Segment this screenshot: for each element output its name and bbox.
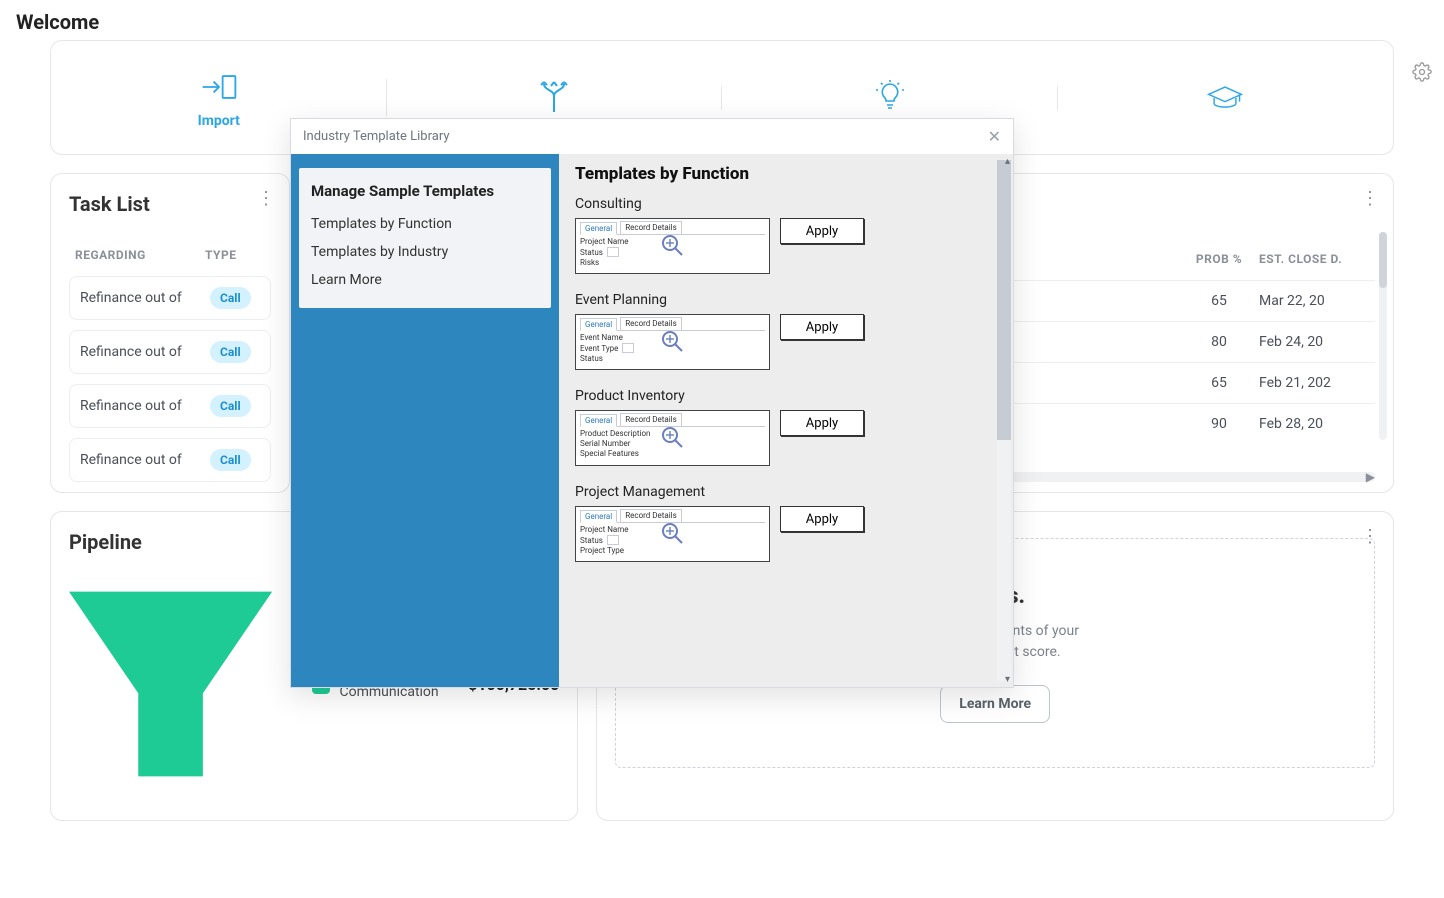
lightbulb-icon (870, 78, 910, 118)
quick-action-label: Import (198, 113, 240, 129)
template-preview[interactable]: GeneralRecord Details Project Name Statu… (575, 218, 770, 274)
vertical-scrollbar-thumb[interactable] (1379, 232, 1387, 288)
scroll-right-icon[interactable]: ▶ (1366, 470, 1375, 484)
col-type: TYPE (205, 248, 265, 262)
magnify-icon (660, 521, 686, 547)
scroll-down-icon[interactable]: ▾ (1005, 674, 1010, 685)
task-type-pill: Call (210, 449, 251, 471)
section-title: Templates by Function (575, 164, 997, 184)
task-type-pill: Call (210, 287, 251, 309)
opp-close: Feb 28, 20 (1259, 416, 1369, 432)
task-row[interactable]: Refinance out of Call (69, 438, 271, 482)
template-preview[interactable]: GeneralRecord Details Product Descriptio… (575, 410, 770, 466)
apply-button[interactable]: Apply (780, 410, 864, 436)
settings-gear-icon[interactable] (1412, 62, 1432, 86)
quick-action-idea[interactable] (722, 78, 1058, 118)
template-name: Product Inventory (575, 388, 997, 404)
sidebar-heading: Manage Sample Templates (311, 182, 539, 200)
task-regarding: Refinance out of (80, 452, 210, 468)
opp-close: Feb 21, 202 (1259, 375, 1369, 391)
card-more-icon[interactable]: ⋮ (257, 190, 275, 208)
task-regarding: Refinance out of (80, 290, 210, 306)
col-prob: PROB % (1179, 252, 1259, 266)
magnify-icon (660, 425, 686, 451)
funnel-chart (69, 584, 272, 784)
template-block: Project Management GeneralRecord Details… (575, 484, 997, 562)
task-type-pill: Call (210, 341, 251, 363)
sidebar-item-templates-function[interactable]: Templates by Function (311, 210, 539, 238)
tasklist-header: REGARDING TYPE (69, 240, 271, 276)
scroll-up-icon[interactable]: ▴ (1005, 156, 1010, 167)
magnify-icon (660, 329, 686, 355)
modal-main: Templates by Function Consulting General… (559, 154, 1013, 687)
task-row[interactable]: Refinance out of Call (69, 276, 271, 320)
template-name: Consulting (575, 196, 997, 212)
task-regarding: Refinance out of (80, 344, 210, 360)
sidebar-item-learn-more[interactable]: Learn More (311, 266, 539, 294)
quick-action-branch[interactable] (387, 78, 723, 118)
close-icon[interactable]: ✕ (988, 127, 1001, 146)
branch-icon (534, 78, 574, 118)
opp-prob: 90 (1179, 416, 1259, 432)
task-row[interactable]: Refinance out of Call (69, 330, 271, 374)
opp-prob: 65 (1179, 375, 1259, 391)
sidebar-item-templates-industry[interactable]: Templates by Industry (311, 238, 539, 266)
quick-action-learn[interactable] (1058, 78, 1394, 118)
graduation-cap-icon (1205, 78, 1245, 118)
template-block: Product Inventory GeneralRecord Details … (575, 388, 997, 466)
import-icon (199, 67, 239, 107)
template-preview[interactable]: GeneralRecord Details Event Name Event T… (575, 314, 770, 370)
template-library-modal: Industry Template Library ✕ Manage Sampl… (290, 118, 1014, 688)
modal-title-text: Industry Template Library (303, 129, 450, 144)
apply-button[interactable]: Apply (780, 218, 864, 244)
magnify-icon (660, 233, 686, 259)
opp-prob: 80 (1179, 334, 1259, 350)
opp-close: Feb 24, 20 (1259, 334, 1369, 350)
task-row[interactable]: Refinance out of Call (69, 384, 271, 428)
card-more-icon[interactable]: ⋮ (1361, 190, 1379, 208)
card-more-icon[interactable]: ⋮ (1361, 528, 1379, 546)
tasklist-title: Task List (69, 192, 271, 216)
modal-scrollbar-thumb[interactable] (997, 160, 1011, 440)
template-name: Event Planning (575, 292, 997, 308)
template-preview[interactable]: GeneralRecord Details Project Name Statu… (575, 506, 770, 562)
template-name: Project Management (575, 484, 997, 500)
col-close: EST. CLOSE D. (1259, 252, 1369, 266)
task-type-pill: Call (210, 395, 251, 417)
tasklist-card: ⋮ Task List REGARDING TYPE Refinance out… (50, 173, 290, 493)
modal-sidebar: Manage Sample Templates Templates by Fun… (291, 154, 559, 687)
col-regarding: REGARDING (75, 248, 205, 262)
opp-prob: 65 (1179, 293, 1259, 309)
page-title: Welcome (10, 0, 1434, 40)
modal-titlebar: Industry Template Library ✕ (291, 119, 1013, 154)
learn-more-button[interactable]: Learn More (940, 685, 1050, 723)
template-block: Event Planning GeneralRecord Details Eve… (575, 292, 997, 370)
apply-button[interactable]: Apply (780, 506, 864, 532)
apply-button[interactable]: Apply (780, 314, 864, 340)
template-block: Consulting GeneralRecord Details Project… (575, 196, 997, 274)
opp-close: Mar 22, 20 (1259, 293, 1369, 309)
task-regarding: Refinance out of (80, 398, 210, 414)
